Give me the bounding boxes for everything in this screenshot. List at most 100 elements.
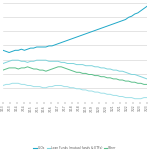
Other <box>103 76 105 78</box>
CLOs <box>54 44 56 46</box>
Other <box>54 67 56 69</box>
Other <box>143 84 145 85</box>
Other <box>17 68 19 70</box>
CLOs <box>94 30 96 31</box>
Other <box>5 68 7 70</box>
Loan Funds (mutual funds & ETFs) <box>66 63 68 64</box>
CLOs <box>17 49 19 51</box>
Loan Funds (mutual funds & ETFs) <box>100 67 102 69</box>
Loan Funds (mutual funds & ETFs) <box>54 60 56 62</box>
CLOs <box>33 47 35 49</box>
CLOs <box>140 10 142 12</box>
Other <box>73 70 74 72</box>
Other <box>45 70 47 72</box>
Loan Funds (mutual funds & ETFs) <box>11 59 13 61</box>
Loan Funds (mutual funds & ETFs) <box>88 65 90 67</box>
Other <box>91 74 93 75</box>
Other <box>118 79 120 81</box>
Loan Funds (mutual funds & ETFs) <box>125 71 126 73</box>
Loan Funds (mutual funds & ETFs) <box>82 64 84 66</box>
CLOs <box>112 23 114 25</box>
Other <box>51 68 53 70</box>
Loan Funds (mutual funds & ETFs) <box>79 64 81 66</box>
Loan Funds (mutual funds & ETFs) <box>73 63 74 64</box>
Line: Other: Other <box>3 67 147 84</box>
Other <box>60 66 62 68</box>
Other <box>88 74 90 75</box>
Other <box>109 77 111 79</box>
CLOs <box>36 46 38 48</box>
Other <box>122 79 123 81</box>
Other <box>131 81 133 83</box>
CLOs <box>118 21 120 23</box>
Loan Funds (mutual funds & ETFs) <box>5 61 7 63</box>
Loan Funds (mutual funds & ETFs) <box>131 74 133 75</box>
CLOs <box>14 49 16 51</box>
Other <box>140 82 142 84</box>
CLOs <box>21 48 22 50</box>
Other <box>8 67 10 69</box>
Other <box>128 80 129 82</box>
Loan Funds (mutual funds & ETFs) <box>128 72 129 74</box>
Loan Funds (mutual funds & ETFs) <box>30 60 32 62</box>
Other <box>27 66 28 68</box>
Loan Funds (mutual funds & ETFs) <box>17 59 19 61</box>
Other <box>106 77 108 79</box>
Other <box>2 69 4 71</box>
CLOs <box>106 25 108 27</box>
Loan Funds (mutual funds & ETFs) <box>51 60 53 62</box>
CLOs <box>66 39 68 41</box>
CLOs <box>24 49 25 51</box>
Loan Funds (mutual funds & ETFs) <box>63 61 65 63</box>
Other <box>137 82 139 84</box>
Loan Funds (mutual funds & ETFs) <box>14 59 16 61</box>
CLOs <box>76 36 77 38</box>
Loan Funds (mutual funds & ETFs) <box>60 61 62 63</box>
Other <box>33 68 35 70</box>
Other <box>21 67 22 69</box>
Loan Funds (mutual funds & ETFs) <box>109 68 111 70</box>
Loan Funds (mutual funds & ETFs) <box>112 69 114 71</box>
Loan Funds (mutual funds & ETFs) <box>116 69 117 71</box>
CLOs <box>122 20 123 21</box>
Other <box>63 67 65 69</box>
Loan Funds (mutual funds & ETFs) <box>122 70 123 72</box>
Other <box>94 75 96 76</box>
Loan Funds (mutual funds & ETFs) <box>8 60 10 62</box>
Line: CLOs: CLOs <box>3 6 147 52</box>
Loan Funds (mutual funds & ETFs) <box>94 66 96 68</box>
Loan Funds (mutual funds & ETFs) <box>39 59 41 61</box>
CLOs <box>131 15 133 17</box>
Other <box>146 84 148 85</box>
Loan Funds (mutual funds & ETFs) <box>85 65 87 67</box>
CLOs <box>63 41 65 42</box>
CLOs <box>11 51 13 52</box>
CLOs <box>97 28 99 30</box>
Loan Funds (mutual funds & ETFs) <box>24 60 25 62</box>
CLOs <box>146 5 148 7</box>
CLOs <box>125 19 126 20</box>
Other <box>97 75 99 76</box>
CLOs <box>82 34 84 36</box>
CLOs <box>134 13 136 15</box>
CLOs <box>2 49 4 51</box>
Loan Funds (mutual funds & ETFs) <box>118 70 120 72</box>
CLOs <box>73 37 74 39</box>
CLOs <box>100 27 102 29</box>
Other <box>116 78 117 80</box>
Other <box>57 66 59 68</box>
Loan Funds (mutual funds & ETFs) <box>36 59 38 61</box>
CLOs <box>88 32 90 34</box>
Loan Funds (mutual funds & ETFs) <box>2 63 4 64</box>
CLOs <box>42 46 44 48</box>
Other <box>112 78 114 80</box>
CLOs <box>57 43 59 45</box>
CLOs <box>143 8 145 9</box>
Other <box>82 72 84 74</box>
CLOs <box>27 48 28 50</box>
CLOs <box>5 51 7 52</box>
CLOs <box>137 12 139 14</box>
Other <box>48 69 50 71</box>
Other <box>14 67 16 69</box>
Loan Funds (mutual funds & ETFs) <box>134 74 136 75</box>
